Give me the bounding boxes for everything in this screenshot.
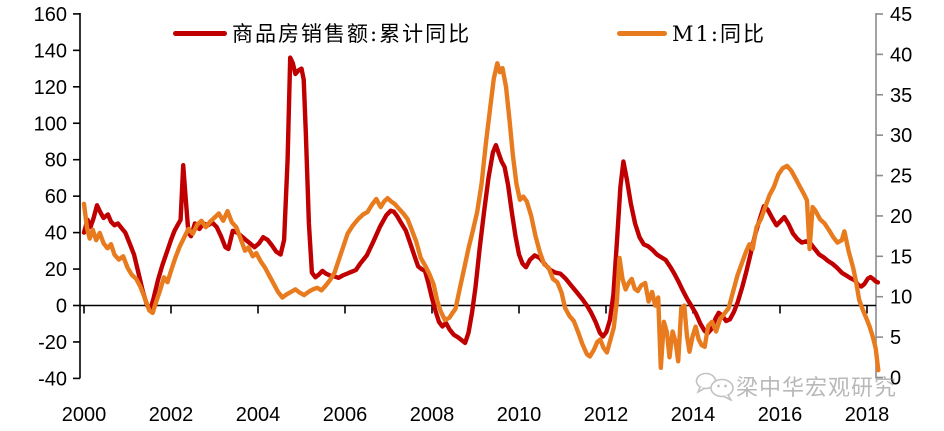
left-axis-tick-label: 80 — [45, 150, 67, 172]
left-axis-tick-label: 140 — [34, 40, 67, 62]
left-axis-tick-label: -20 — [38, 332, 67, 354]
x-axis-tick-label: 2010 — [497, 404, 542, 426]
legend-item-m1: M1:同比 — [617, 20, 766, 46]
right-axis-tick-label: 30 — [890, 125, 912, 147]
left-axis: 160 140 120 100 80 60 40 20 0 -20 -40 — [34, 4, 81, 390]
right-axis-tick-label: 0 — [890, 368, 901, 390]
right-axis-tick-label: 20 — [890, 206, 912, 228]
left-axis-tick-label: 60 — [45, 186, 67, 208]
x-axis-tick-label: 2004 — [236, 404, 281, 426]
left-axis-tick-label: 100 — [34, 113, 67, 135]
x-axis-tick-label: 2000 — [62, 404, 107, 426]
right-axis-tick-label: 35 — [890, 85, 912, 107]
x-axis-tick-label: 2012 — [584, 404, 629, 426]
left-axis-tick-label: 0 — [56, 296, 67, 318]
right-axis-tick-label: 5 — [890, 327, 901, 349]
left-axis-tick-label: 160 — [34, 4, 67, 26]
series-line-m1 — [81, 61, 881, 373]
legend-label-m1: M1:同比 — [672, 22, 766, 46]
legend-label-sales: 商品房销售额:累计同比 — [232, 22, 472, 46]
x-axis-tick-label: 2008 — [410, 404, 455, 426]
x-axis-tick-label: 2006 — [323, 404, 368, 426]
x-axis-tick-label: 2002 — [149, 404, 194, 426]
x-axis-tick-label: 2018 — [845, 404, 890, 426]
right-axis-tick-label: 45 — [890, 4, 912, 26]
right-axis-tick-label: 10 — [890, 287, 912, 309]
right-axis: 45 40 35 30 25 20 15 10 5 0 — [875, 4, 912, 390]
right-axis-tick-label: 15 — [890, 246, 912, 268]
right-axis-tick-label: 40 — [890, 44, 912, 66]
x-axis-tick-label: 2014 — [671, 404, 716, 426]
right-axis-tick-label: 25 — [890, 166, 912, 188]
left-axis-tick-label: 40 — [45, 223, 67, 245]
left-axis-tick-label: 120 — [34, 77, 67, 99]
red-line-swatch — [173, 30, 227, 36]
orange-line-swatch — [617, 30, 667, 36]
x-axis-tick-label: 2016 — [758, 404, 803, 426]
legend-item-sales: 商品房销售额:累计同比 — [173, 20, 471, 46]
left-axis-tick-label: -40 — [38, 368, 67, 390]
left-axis-tick-label: 20 — [45, 259, 67, 281]
x-axis: 2000 2002 2004 2006 2008 2010 2012 2014 2016 2018 — [62, 304, 890, 426]
